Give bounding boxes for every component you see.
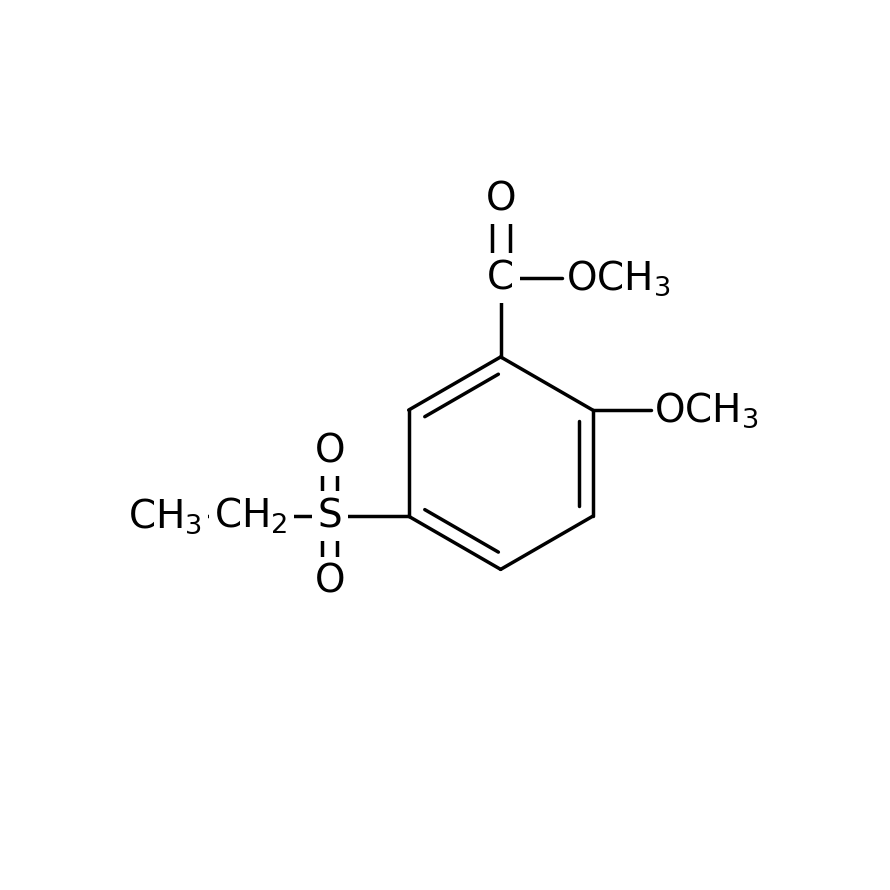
Text: O: O bbox=[315, 562, 345, 601]
Text: C: C bbox=[487, 259, 514, 297]
Text: O: O bbox=[485, 181, 516, 218]
Text: CH$_2$: CH$_2$ bbox=[214, 496, 287, 537]
Text: OCH$_3$: OCH$_3$ bbox=[654, 390, 759, 430]
Text: OCH$_3$: OCH$_3$ bbox=[566, 258, 670, 298]
Text: O: O bbox=[315, 433, 345, 470]
Text: CH$_3$: CH$_3$ bbox=[128, 497, 202, 536]
Text: S: S bbox=[318, 498, 342, 535]
